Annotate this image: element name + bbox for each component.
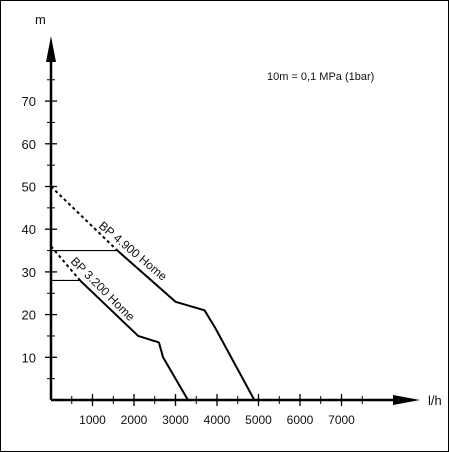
series-dashed-extension: [50, 245, 81, 282]
pressure-note: 10m = 0,1 MPa (1bar): [267, 71, 374, 83]
x-tick-label: 3000: [162, 413, 189, 427]
x-tick-label: 4000: [204, 413, 231, 427]
y-tick-label: 40: [22, 222, 36, 237]
series-dashed-extension: [50, 185, 119, 252]
y-axis-arrow: [46, 36, 56, 62]
series-line-bp-4900-home: [116, 249, 256, 401]
y-tick-label: 70: [22, 94, 36, 109]
x-axis-arrow: [393, 395, 420, 405]
x-tick-label: 5000: [245, 413, 272, 427]
series-label: BP 3.200 Home: [68, 254, 138, 324]
series-label: BP 4.900 Home: [96, 219, 170, 284]
y-tick-label: 20: [22, 308, 36, 323]
y-tick-label: 30: [22, 265, 36, 280]
x-axis-label: l/h: [428, 393, 442, 408]
y-tick-label: 10: [22, 350, 36, 365]
x-tick-label: 2000: [121, 413, 148, 427]
y-tick-label: 60: [22, 137, 36, 152]
x-tick-label: 1000: [79, 413, 106, 427]
y-axis-label: m: [35, 12, 46, 27]
series-line-bp-3200-home: [79, 279, 189, 401]
y-tick-label: 50: [22, 180, 36, 195]
x-tick-label: 6000: [287, 413, 314, 427]
x-tick-label: 7000: [328, 413, 355, 427]
